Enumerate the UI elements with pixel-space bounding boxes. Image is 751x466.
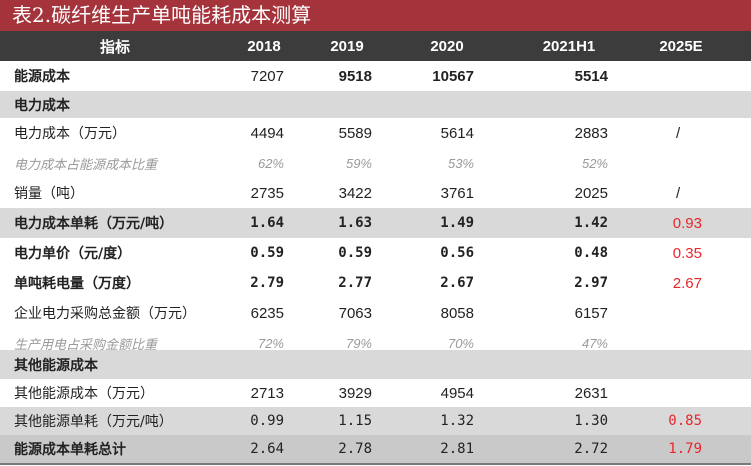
table-row: 企业电力采购总金额（万元） 6235 7063 8058 6157 xyxy=(0,298,751,328)
cell-2025e: 1.79 xyxy=(668,441,702,457)
row-label: 其他能源成本（万元） xyxy=(14,386,154,402)
cell-2025e: / xyxy=(676,124,681,142)
cell-2021h1: 6157 xyxy=(574,304,608,322)
cell-2020: 70% xyxy=(447,335,474,351)
row-label: 电力单价（元/度） xyxy=(14,246,132,262)
table-row: 电力成本占能源成本比重 62% 59% 53% 52% xyxy=(0,148,751,178)
cell-2018: 0.99 xyxy=(250,413,284,429)
table-row: 其他能源单耗（万元/吨） 0.99 1.15 1.32 1.30 0.85 xyxy=(0,407,751,435)
cell-2019: 1.15 xyxy=(338,413,372,429)
table-row: 能源成本 7207 9518 10567 5514 xyxy=(0,61,751,91)
header-2018: 2018 xyxy=(247,37,281,55)
header-2025e: 2025E xyxy=(659,37,703,55)
cell-2021h1: 47% xyxy=(581,335,608,351)
header-2019: 2019 xyxy=(330,37,364,55)
cell-2021h1: 2.97 xyxy=(574,275,608,291)
cell-2019: 1.63 xyxy=(338,215,372,231)
cell-2025e: / xyxy=(676,184,681,202)
table-header: 指标 2018 2019 2020 2021H1 2025E xyxy=(0,31,751,61)
cell-2018: 7207 xyxy=(250,67,284,85)
cell-2020: 2.67 xyxy=(440,275,474,291)
cell-2020: 4954 xyxy=(440,384,474,402)
row-label: 能源成本 xyxy=(14,69,70,85)
row-label: 电力成本单耗（万元/吨） xyxy=(14,216,174,232)
cell-2018: 2713 xyxy=(250,384,284,402)
section-label: 电力成本 xyxy=(14,97,70,114)
cell-2018: 62% xyxy=(257,155,284,171)
cell-2025e: 0.35 xyxy=(672,244,702,262)
row-label: 企业电力采购总金额（万元） xyxy=(14,306,196,322)
cell-2021h1: 52% xyxy=(581,155,608,171)
row-label: 其他能源单耗（万元/吨） xyxy=(14,414,173,430)
cell-2020: 10567 xyxy=(432,67,474,85)
cell-2021h1: 0.48 xyxy=(574,245,608,261)
section-row: 其他能源成本 xyxy=(0,350,751,379)
table-row: 其他能源成本（万元） 2713 3929 4954 2631 xyxy=(0,379,751,407)
row-label: 电力成本占能源成本比重 xyxy=(14,157,158,173)
cell-2025e: 2.67 xyxy=(672,274,702,292)
cell-2019: 2.77 xyxy=(338,275,372,291)
header-2020: 2020 xyxy=(430,37,464,55)
table-row: 单吨耗电量（万度） 2.79 2.77 2.67 2.97 2.67 xyxy=(0,268,751,298)
cell-2021h1: 2.72 xyxy=(574,441,608,457)
row-label: 单吨耗电量（万度） xyxy=(14,276,140,292)
cell-2019: 9518 xyxy=(338,67,372,85)
cell-2021h1: 2883 xyxy=(574,124,608,142)
cell-2020: 1.49 xyxy=(440,215,474,231)
cell-2019: 3929 xyxy=(338,384,372,402)
table-row: 销量（吨） 2735 3422 3761 2025 / xyxy=(0,178,751,208)
cell-2019: 7063 xyxy=(338,304,372,322)
cell-2020: 1.32 xyxy=(440,413,474,429)
cell-2018: 72% xyxy=(257,335,284,351)
cell-2020: 53% xyxy=(447,155,474,171)
table-row: 电力成本单耗（万元/吨） 1.64 1.63 1.49 1.42 0.93 xyxy=(0,208,751,238)
cell-2018: 1.64 xyxy=(250,215,284,231)
section-row: 电力成本 xyxy=(0,91,751,118)
cell-2021h1: 2631 xyxy=(574,384,608,402)
cell-2020: 5614 xyxy=(440,124,474,142)
cell-2019: 3422 xyxy=(338,184,372,202)
cell-2018: 2.64 xyxy=(250,441,284,457)
cell-2021h1: 1.42 xyxy=(574,215,608,231)
cell-2018: 2.79 xyxy=(250,275,284,291)
table-row: 电力成本（万元） 4494 5589 5614 2883 / xyxy=(0,118,751,148)
cell-2018: 2735 xyxy=(250,184,284,202)
table-row: 生产用电占采购金额比重 72% 79% 70% 47% xyxy=(0,328,751,358)
cell-2019: 2.78 xyxy=(338,441,372,457)
row-label: 能源成本单耗总计 xyxy=(14,442,126,458)
cell-2021h1: 5514 xyxy=(574,67,608,85)
cell-2019: 79% xyxy=(345,335,372,351)
cell-2021h1: 2025 xyxy=(574,184,608,202)
cell-2025e: 0.85 xyxy=(668,413,702,429)
cell-2019: 0.59 xyxy=(338,245,372,261)
row-label: 销量（吨） xyxy=(14,186,84,202)
row-label: 电力成本（万元） xyxy=(14,126,126,142)
cell-2020: 8058 xyxy=(440,304,474,322)
cell-2020: 3761 xyxy=(440,184,474,202)
section-label: 其他能源成本 xyxy=(14,357,98,374)
cell-2019: 5589 xyxy=(338,124,372,142)
cell-2021h1: 1.30 xyxy=(574,413,608,429)
row-label: 生产用电占采购金额比重 xyxy=(14,337,158,353)
table-row: 能源成本单耗总计 2.64 2.78 2.81 2.72 1.79 xyxy=(0,435,751,463)
cell-2018: 6235 xyxy=(250,304,284,322)
cell-2020: 0.56 xyxy=(440,245,474,261)
cell-2020: 2.81 xyxy=(440,441,474,457)
header-2021h1: 2021H1 xyxy=(542,37,596,55)
table-bottom-border xyxy=(0,463,751,465)
header-label: 指标 xyxy=(99,38,130,56)
table-title: 表2.碳纤维生产单吨能耗成本测算 xyxy=(0,0,751,31)
table-row: 电力单价（元/度） 0.59 0.59 0.56 0.48 0.35 xyxy=(0,238,751,268)
cell-2018: 4494 xyxy=(250,124,284,142)
cell-2018: 0.59 xyxy=(250,245,284,261)
cell-2025e: 0.93 xyxy=(672,214,702,232)
cell-2019: 59% xyxy=(345,155,372,171)
